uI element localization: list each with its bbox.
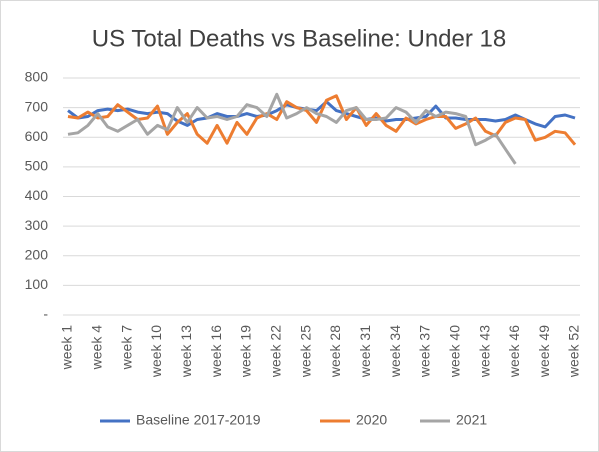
y-tick-label: 400	[25, 187, 49, 203]
y-tick-label: 100	[25, 276, 49, 292]
x-tick-label: week 13	[178, 325, 194, 378]
y-tick-label: 200	[25, 246, 49, 262]
x-tick-label: week 28	[327, 325, 343, 378]
x-tick-label: week 49	[536, 325, 552, 378]
legend-label: 2020	[356, 412, 387, 428]
x-tick-label: week 34	[387, 325, 403, 378]
y-tick-label: 600	[25, 128, 49, 144]
x-tick-label: week 52	[566, 325, 582, 378]
legend-label: 2021	[456, 412, 487, 428]
x-tick-label: week 1	[59, 325, 75, 371]
y-tick-label: 300	[25, 217, 49, 233]
x-tick-label: week 31	[357, 325, 373, 378]
x-tick-label: week 19	[238, 325, 254, 378]
chart-title: US Total Deaths vs Baseline: Under 18	[92, 25, 506, 52]
x-tick-label: week 46	[506, 325, 522, 378]
x-tick-label: week 10	[148, 325, 164, 378]
series-line	[67, 92, 517, 165]
series-line	[67, 94, 577, 146]
x-tick-label: week 25	[297, 325, 313, 378]
legend-label: Baseline 2017-2019	[136, 412, 261, 428]
x-tick-label: week 16	[208, 325, 224, 378]
y-tick-label: 800	[25, 69, 49, 85]
x-tick-label: week 22	[267, 325, 283, 378]
x-tick-label: week 37	[417, 325, 433, 378]
x-tick-label: week 7	[118, 325, 134, 371]
y-tick-label: -	[43, 306, 48, 322]
y-tick-label: 500	[25, 158, 49, 174]
x-tick-label: week 4	[89, 325, 105, 371]
x-tick-label: week 40	[446, 325, 462, 378]
x-tick-label: week 43	[476, 325, 492, 378]
y-tick-label: 700	[25, 98, 49, 114]
